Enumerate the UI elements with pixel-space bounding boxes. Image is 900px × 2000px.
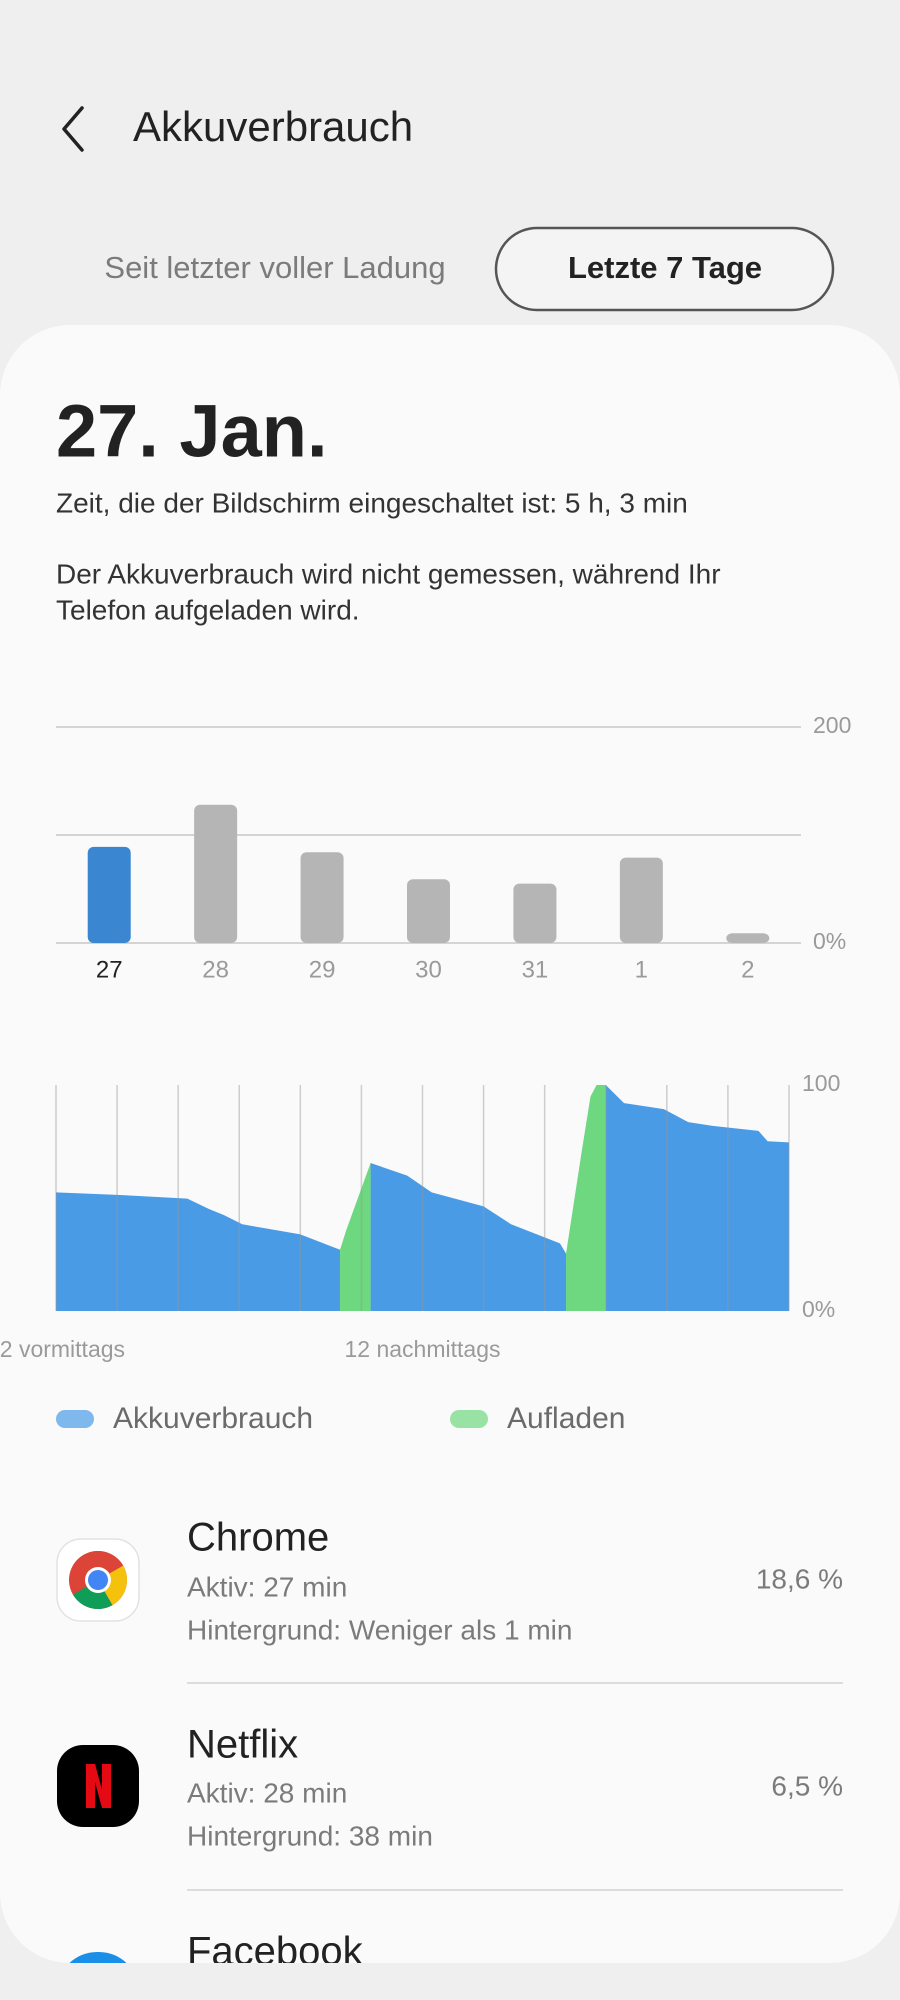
card: 27. Jan. Zeit, die der Bildschirm einges…: [0, 325, 900, 1974]
bar: [87, 846, 131, 943]
x-tick-label: 2: [741, 956, 754, 983]
tab-selected[interactable]: Letzte 7 Tage: [568, 250, 762, 285]
y-tick-label: 0%: [813, 928, 846, 954]
tab-selected-pill[interactable]: [494, 226, 835, 312]
y-tick-label: 0%: [802, 1296, 835, 1322]
bar: [513, 883, 557, 943]
x-tick-label: 28: [202, 956, 229, 983]
note: Der Akkuverbrauch wird nicht gemessen, w…: [56, 558, 721, 589]
y-tick-label: 200: [813, 712, 851, 738]
note: Telefon aufgeladen wird.: [56, 594, 360, 625]
legend-swatch: [56, 1410, 94, 1428]
back-button[interactable]: [62, 106, 84, 152]
x-tick-label: 31: [522, 956, 549, 983]
x-tick-label: 29: [309, 956, 336, 983]
app-share: 18,6 %: [756, 1563, 843, 1594]
date: 27. Jan.: [56, 390, 328, 473]
x-tick-label: 27: [96, 956, 123, 983]
app-background: Hintergrund: Weniger als 1 min: [187, 1614, 572, 1645]
x-tick-label: 12 nachmittags: [345, 1336, 501, 1362]
charts: 0% 200 27 28 29 30 31 1 2 0% 100 12 vormittags 12 na…: [0, 712, 851, 1435]
bar: [619, 857, 663, 943]
x-tick-label: 12 vormittags: [0, 1336, 125, 1362]
app-background: Hintergrund: 38 min: [187, 1820, 433, 1851]
app-active: Aktiv: 28 min: [187, 1777, 347, 1808]
bar: [407, 879, 450, 943]
app-name[interactable]: Netflix: [187, 1723, 298, 1767]
app-name[interactable]: Facebook: [187, 1930, 364, 1974]
legend-label: Aufladen: [507, 1402, 625, 1435]
app-share: 6,5 %: [771, 1770, 843, 1801]
app-name[interactable]: Chrome: [187, 1516, 329, 1560]
x-tick-label: 30: [415, 956, 442, 983]
x-tick-label: 1: [635, 956, 648, 983]
bar: [194, 804, 238, 943]
bar: [726, 933, 770, 943]
app-active: Aktiv: 27 min: [187, 1571, 347, 1602]
netflix-icon[interactable]: [57, 1745, 139, 1827]
chrome-icon[interactable]: [56, 1538, 140, 1622]
legend-swatch: [450, 1410, 488, 1428]
screen-time: Zeit, die der Bildschirm eingeschaltet i…: [56, 487, 688, 518]
y-tick-label: 100: [802, 1070, 840, 1096]
bar: [300, 852, 344, 943]
area: [340, 1085, 606, 1311]
page-title: Akkuverbrauch: [133, 103, 413, 150]
legend-label: Akkuverbrauch: [113, 1402, 313, 1435]
tab[interactable]: Seit letzter voller Ladung: [104, 250, 445, 285]
